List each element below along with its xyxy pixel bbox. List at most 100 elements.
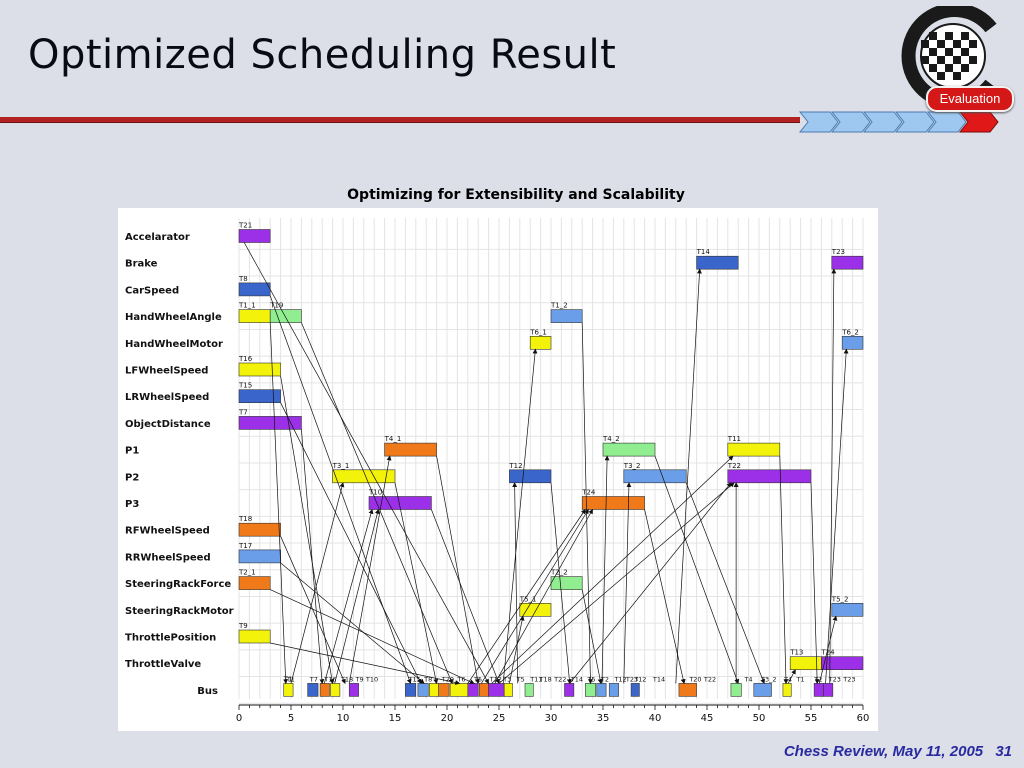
bus-task-label: T11	[529, 675, 542, 683]
task-label: T24	[581, 489, 596, 497]
task-label: T17	[238, 542, 252, 550]
task-bar	[831, 602, 864, 617]
bus-task-label: T2	[600, 675, 609, 683]
task-label: T2_2	[550, 569, 568, 577]
task-label: T12	[508, 462, 522, 470]
chart-title: Optimizing for Extensibility and Scalabi…	[347, 187, 685, 203]
task-label: T3_1	[332, 462, 350, 470]
task-bar	[405, 683, 417, 697]
task-bar	[238, 362, 281, 377]
resource-label: P1	[125, 446, 139, 457]
task-bar	[602, 442, 656, 457]
task-label: T18	[238, 515, 252, 523]
resource-label: RFWheelSpeed	[125, 526, 210, 537]
task-bar	[417, 683, 429, 697]
task-label: T1_2	[550, 302, 568, 310]
dependency-arrow	[675, 268, 702, 684]
task-bar	[727, 442, 781, 457]
task-bar	[630, 683, 640, 697]
task-bar	[813, 683, 824, 697]
task-label: T6_1	[529, 328, 547, 336]
bus-task-label: T12	[633, 675, 646, 683]
x-tick-label: 35	[597, 713, 610, 724]
task-bar	[238, 576, 271, 590]
task-bar	[519, 602, 552, 617]
task-bar	[238, 522, 281, 537]
task-bar	[429, 683, 439, 697]
gantt-chart-svg: Accelarator Brake CarSpeed HandWheelAngle Ha…	[125, 218, 869, 724]
x-tick-label: 40	[649, 713, 662, 724]
task-label: T15	[238, 382, 252, 390]
dependency-arrow	[810, 482, 820, 685]
resource-label: SteeringRackForce	[125, 579, 231, 590]
dependency-arrow	[502, 348, 538, 684]
resource-label: Bus	[197, 686, 218, 697]
dependency-arrow	[243, 242, 489, 685]
dependency-arrow	[323, 508, 374, 684]
task-bar	[841, 336, 864, 350]
footer-text: Chess Review, May 11, 2005	[783, 743, 984, 760]
bus-task-label: T3	[502, 675, 511, 683]
dependency-arrow	[623, 482, 632, 684]
task-bar	[238, 629, 271, 644]
dependency-arrow	[334, 508, 380, 684]
task-bar	[550, 309, 583, 323]
dependency-arrow	[467, 508, 586, 684]
bus-task-label: T1	[286, 675, 295, 683]
task-bar	[238, 229, 271, 243]
task-label: T4_2	[602, 435, 620, 443]
bus-task-label: T22	[703, 675, 716, 683]
resource-label: HandWheelAngle	[125, 312, 222, 323]
task-bar	[238, 309, 271, 323]
bus-task-label: T3_2	[760, 675, 777, 683]
bus-task-label: T7	[309, 675, 318, 683]
task-bar	[585, 683, 597, 697]
task-bar	[608, 683, 619, 697]
task-bar	[821, 656, 864, 671]
resource-label: ThrottlePosition	[125, 633, 216, 644]
resource-label: Accelarator	[125, 232, 190, 243]
gantt-chart: Accelarator Brake CarSpeed HandWheelAngle Ha…	[118, 208, 878, 731]
task-label: T16	[238, 355, 253, 363]
dependency-arrow	[829, 268, 837, 684]
task-bar	[269, 309, 302, 323]
task-bar	[238, 416, 302, 430]
task-label: T11	[727, 435, 741, 443]
task-label: T14	[696, 248, 711, 256]
dependency-arrow	[280, 402, 422, 685]
task-bar	[478, 683, 489, 697]
dependency-arrow	[348, 455, 392, 684]
task-bar	[503, 683, 513, 697]
bus-task-label: T20	[688, 675, 701, 683]
dependency-arrow	[269, 295, 412, 685]
resource-label: RRWheelSpeed	[125, 552, 211, 563]
bus-task-label: T5	[516, 675, 525, 683]
bus-task-label: T8	[423, 675, 432, 683]
task-label: T9	[238, 622, 248, 630]
dependency-arrow	[280, 562, 425, 684]
resource-label: LRWheelSpeed	[125, 392, 209, 403]
slide-footer: Chess Review, May 11, 2005 31	[776, 743, 1012, 760]
bus-task-label: T18	[340, 675, 353, 683]
dependency-arrow	[269, 322, 289, 685]
dependency-arrow	[301, 322, 453, 685]
dependency-arrow	[498, 482, 735, 684]
task-bar	[529, 336, 552, 350]
task-bar	[438, 683, 450, 697]
resource-label: ObjectDistance	[125, 419, 211, 430]
resource-label: ThrottleValve	[125, 659, 201, 670]
bus-task-label: T18	[539, 675, 552, 683]
task-label: T2_1	[238, 569, 256, 577]
task-bar	[488, 683, 505, 697]
x-tick-label: 0	[236, 713, 242, 724]
bus-task-label: T9	[354, 675, 363, 683]
task-label: T21	[238, 222, 252, 230]
dependency-arrow	[512, 482, 519, 684]
task-bar	[330, 683, 341, 697]
x-tick-label: 15	[389, 713, 402, 724]
task-label: T1_1	[238, 302, 256, 310]
task-bar	[753, 683, 772, 697]
task-bar	[696, 255, 739, 270]
x-tick-label: 25	[493, 713, 506, 724]
task-bar	[623, 469, 687, 484]
